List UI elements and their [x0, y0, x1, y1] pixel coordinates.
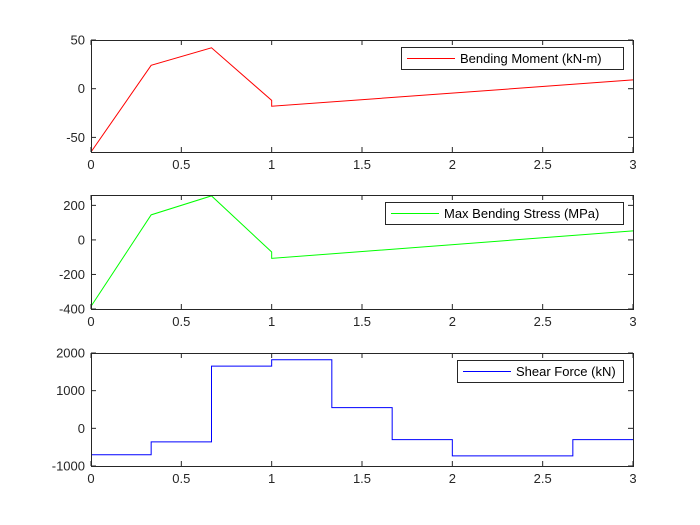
legend-label: Bending Moment (kN-m) [460, 51, 602, 66]
x-tick-label: 0.5 [172, 471, 190, 486]
x-tick-label: 2.5 [534, 314, 552, 329]
x-tick-label: 2 [449, 314, 456, 329]
x-tick-label: 3 [629, 471, 636, 486]
x-tick-label: 0 [87, 314, 94, 329]
series-line-3-1 [91, 359, 633, 457]
x-tick-label: 0.5 [172, 157, 190, 172]
x-tick-label: 0.5 [172, 314, 190, 329]
y-tick-label: 0 [78, 421, 85, 436]
chart-panel-2: 0 0.5 1 1.5 2 2.5 3 200 0 -200 -400 Max Bending Str… [59, 195, 637, 329]
x-tick-label: 2 [449, 471, 456, 486]
y-tick-label: -200 [59, 267, 85, 282]
x-tick-label: 2.5 [534, 157, 552, 172]
y-tick-label: 50 [71, 33, 85, 48]
y-tick-label: -50 [66, 130, 85, 145]
x-tick-label: 0 [87, 157, 94, 172]
legend-label: Max Bending Stress (MPa) [444, 206, 599, 221]
x-tick-label: 1 [268, 471, 275, 486]
x-tick-label: 2.5 [534, 471, 552, 486]
x-tick-label: 0 [87, 471, 94, 486]
y-tick-label: 0 [78, 232, 85, 247]
legend-box [457, 360, 624, 383]
y-tick-label: 2000 [56, 346, 85, 361]
legend-box [385, 202, 624, 225]
legend-label: Shear Force (kN) [516, 364, 616, 379]
y-tick-label: 0 [78, 81, 85, 96]
x-tick-label: 1.5 [353, 314, 371, 329]
x-tick-label: 2 [449, 157, 456, 172]
legend-box [401, 47, 624, 70]
y-tick-label: -400 [59, 302, 85, 317]
y-tick-label: 1000 [56, 383, 85, 398]
x-tick-label: 1.5 [353, 157, 371, 172]
legend: Bending Moment (kN-m) [401, 47, 624, 70]
series-line-1-1 [90, 47, 634, 153]
x-tick-label: 1.5 [353, 471, 371, 486]
y-tick-label: 200 [63, 198, 85, 213]
x-tick-label: 1 [268, 157, 275, 172]
y-tick-label: -1000 [52, 459, 85, 474]
series-line-2-1 [90, 195, 634, 307]
legend: Shear Force (kN) [457, 360, 624, 383]
x-tick-label: 3 [629, 157, 636, 172]
x-tick-label: 1 [268, 314, 275, 329]
x-tick-label: 3 [629, 314, 636, 329]
legend: Max Bending Stress (MPa) [385, 202, 624, 225]
